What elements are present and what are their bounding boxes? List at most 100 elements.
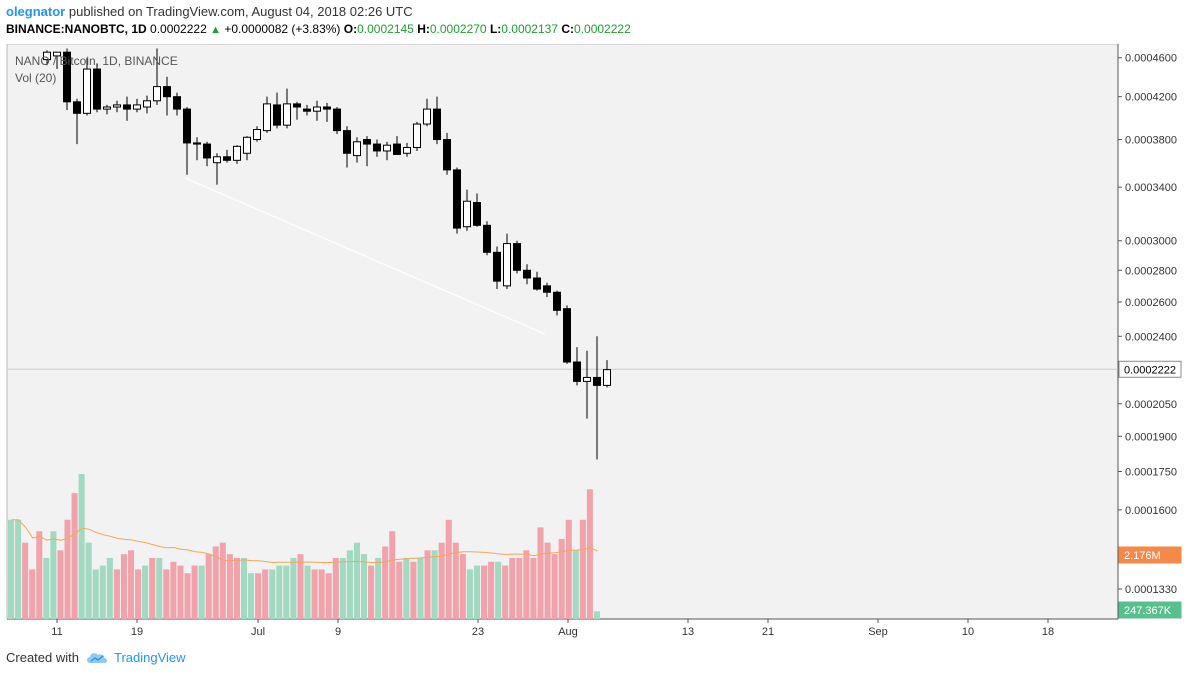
volume-bar — [240, 557, 248, 619]
symbol-quote-line: BINANCE:NANOBTC, 1D 0.0002222 ▲ +0.00000… — [6, 22, 631, 36]
candle — [43, 50, 51, 66]
candle — [533, 271, 541, 291]
time-axis-ticks: 11 19 Jul 9 23 Aug 13 21 Sep 10 18 — [51, 619, 1054, 638]
candle — [73, 98, 81, 145]
volume-last-tag: 247.367K — [1118, 601, 1182, 619]
volume-bar — [523, 550, 530, 619]
candles — [43, 48, 611, 460]
candle — [193, 137, 201, 161]
candle — [603, 360, 611, 388]
volume-bar — [156, 557, 163, 619]
ytick-label-3: 0.0003400 — [1125, 182, 1177, 194]
volume-bar — [290, 557, 297, 619]
candle — [253, 126, 261, 142]
tradingview-link[interactable]: TradingView — [85, 650, 186, 665]
close-label: C: — [561, 22, 575, 36]
volume-bar — [71, 493, 78, 619]
volume-bar — [29, 569, 36, 619]
candle — [93, 63, 101, 113]
volume-bar — [368, 565, 375, 619]
candle — [133, 98, 141, 113]
volume-bar — [459, 554, 466, 619]
volume-bar — [410, 561, 417, 619]
ytick-label-5: 0.0002800 — [1125, 265, 1177, 277]
volume-bar — [579, 519, 586, 619]
candle — [543, 282, 551, 298]
volume-bar — [304, 565, 311, 619]
volume-bar — [283, 565, 290, 619]
candle — [513, 240, 521, 274]
volume-bar — [452, 542, 459, 619]
volume-bar — [184, 573, 191, 619]
candle — [463, 189, 471, 231]
close-value: 0.0002222 — [574, 22, 631, 36]
candle — [323, 102, 331, 122]
candle — [333, 107, 341, 134]
volume-bar — [480, 565, 488, 619]
volume-bar — [353, 542, 360, 619]
candle — [243, 136, 251, 161]
candle — [153, 48, 161, 105]
xtick-label-1: 19 — [131, 626, 143, 638]
volume-bar — [502, 565, 509, 619]
candle — [163, 76, 171, 116]
candle — [293, 101, 301, 120]
candle — [483, 221, 491, 256]
volume-bar — [509, 557, 516, 619]
xtick-label-3: 9 — [335, 626, 341, 638]
publish-text: published on TradingView.com, August 04,… — [68, 4, 413, 19]
volume-bar — [198, 565, 205, 619]
price-change: +0.0000082 (+3.83%) — [224, 22, 341, 36]
candle — [173, 92, 181, 116]
tradingview-brand: TradingView — [113, 650, 186, 665]
ytick-label-11: 0.0001600 — [1125, 505, 1177, 517]
author-username[interactable]: olegnator — [6, 4, 66, 19]
plot-area — [7, 44, 1118, 619]
volume-bar — [431, 550, 438, 619]
candle — [223, 149, 231, 163]
xtick-label-7: 21 — [762, 626, 774, 638]
svg-text:2.176M: 2.176M — [1124, 550, 1161, 562]
volume-ma-tag: 2.176M — [1118, 546, 1182, 564]
candle — [443, 132, 451, 175]
volume-bar — [78, 474, 85, 619]
volume-bar — [248, 573, 255, 619]
volume-bar — [339, 557, 346, 619]
volume-bars — [8, 474, 600, 619]
candle — [423, 98, 431, 127]
candle — [493, 246, 501, 290]
volume-bar — [120, 554, 128, 619]
volume-bar — [170, 561, 177, 619]
volume-bar — [128, 550, 135, 619]
volume-bar — [551, 554, 558, 619]
price-axis-ticks: 0.0004600 0.0004200 0.0003800 0.0003400 0.00… — [1118, 53, 1177, 596]
volume-bar — [99, 565, 106, 619]
volume-bar — [495, 561, 502, 619]
volume-bar — [219, 542, 226, 619]
volume-bar — [325, 573, 332, 619]
volume-bar — [375, 557, 382, 619]
candle — [143, 95, 151, 114]
publish-info: olegnator published on TradingView.com, … — [6, 4, 413, 19]
volume-bar — [191, 565, 198, 619]
price-chart[interactable]: 0.0004600 0.0004200 0.0003800 0.0003400 0.00… — [0, 44, 1188, 644]
xtick-label-0: 11 — [51, 626, 62, 638]
volume-bar — [332, 557, 339, 619]
ytick-label-0: 0.0004600 — [1125, 53, 1177, 65]
xtick-label-2: Jul — [251, 626, 265, 638]
candle — [203, 141, 211, 167]
volume-bar — [106, 557, 113, 619]
candle — [103, 104, 111, 115]
volume-bar — [149, 557, 156, 619]
ytick-label-7: 0.0002400 — [1125, 331, 1177, 343]
candle — [213, 153, 221, 185]
volume-bar — [544, 542, 551, 619]
candle — [403, 142, 411, 157]
volume-bar — [346, 550, 353, 619]
candle — [383, 141, 391, 161]
ytick-label-13: 0.0001330 — [1125, 584, 1177, 596]
candle — [563, 305, 571, 364]
volume-bar — [255, 573, 262, 619]
candle — [123, 96, 131, 121]
volume-bar — [318, 569, 325, 619]
